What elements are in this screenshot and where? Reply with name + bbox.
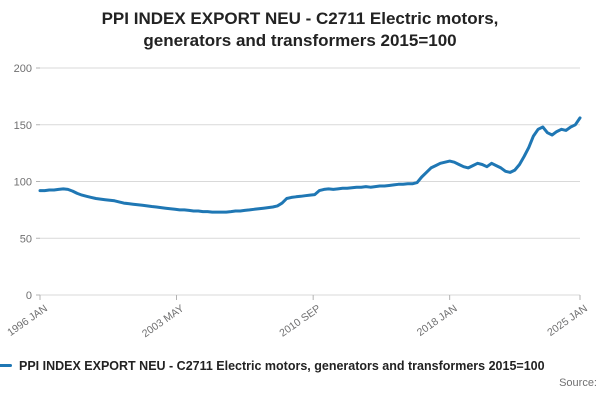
legend-line-swatch	[0, 364, 12, 368]
y-tick-label: 50	[20, 233, 32, 245]
source-label: Source:	[559, 377, 597, 389]
x-tick-label: 2025 JAN	[545, 303, 590, 339]
series-line	[38, 116, 582, 214]
legend-label: PPI INDEX EXPORT NEU - C2711 Electric mo…	[19, 359, 545, 373]
x-tick-label: 2018 JAN	[415, 303, 460, 339]
legend: PPI INDEX EXPORT NEU - C2711 Electric mo…	[0, 359, 545, 373]
plot-area: 0 50 100 150 200 1996 JAN 2003 MAY 2010 SEP 2018…	[5, 63, 590, 341]
y-tick-label: 200	[14, 63, 32, 75]
chart-title: PPI INDEX EXPORT NEU - C2711 Electric mo…	[101, 9, 499, 51]
x-tick-label: 2010 SEP	[277, 303, 323, 340]
x-tick-label: 2003 MAY	[140, 303, 186, 341]
y-tick-label: 150	[14, 120, 32, 132]
x-tick-label: 1996 JAN	[5, 303, 50, 339]
y-tick-label: 0	[26, 290, 32, 302]
y-tick-label: 100	[14, 177, 32, 189]
